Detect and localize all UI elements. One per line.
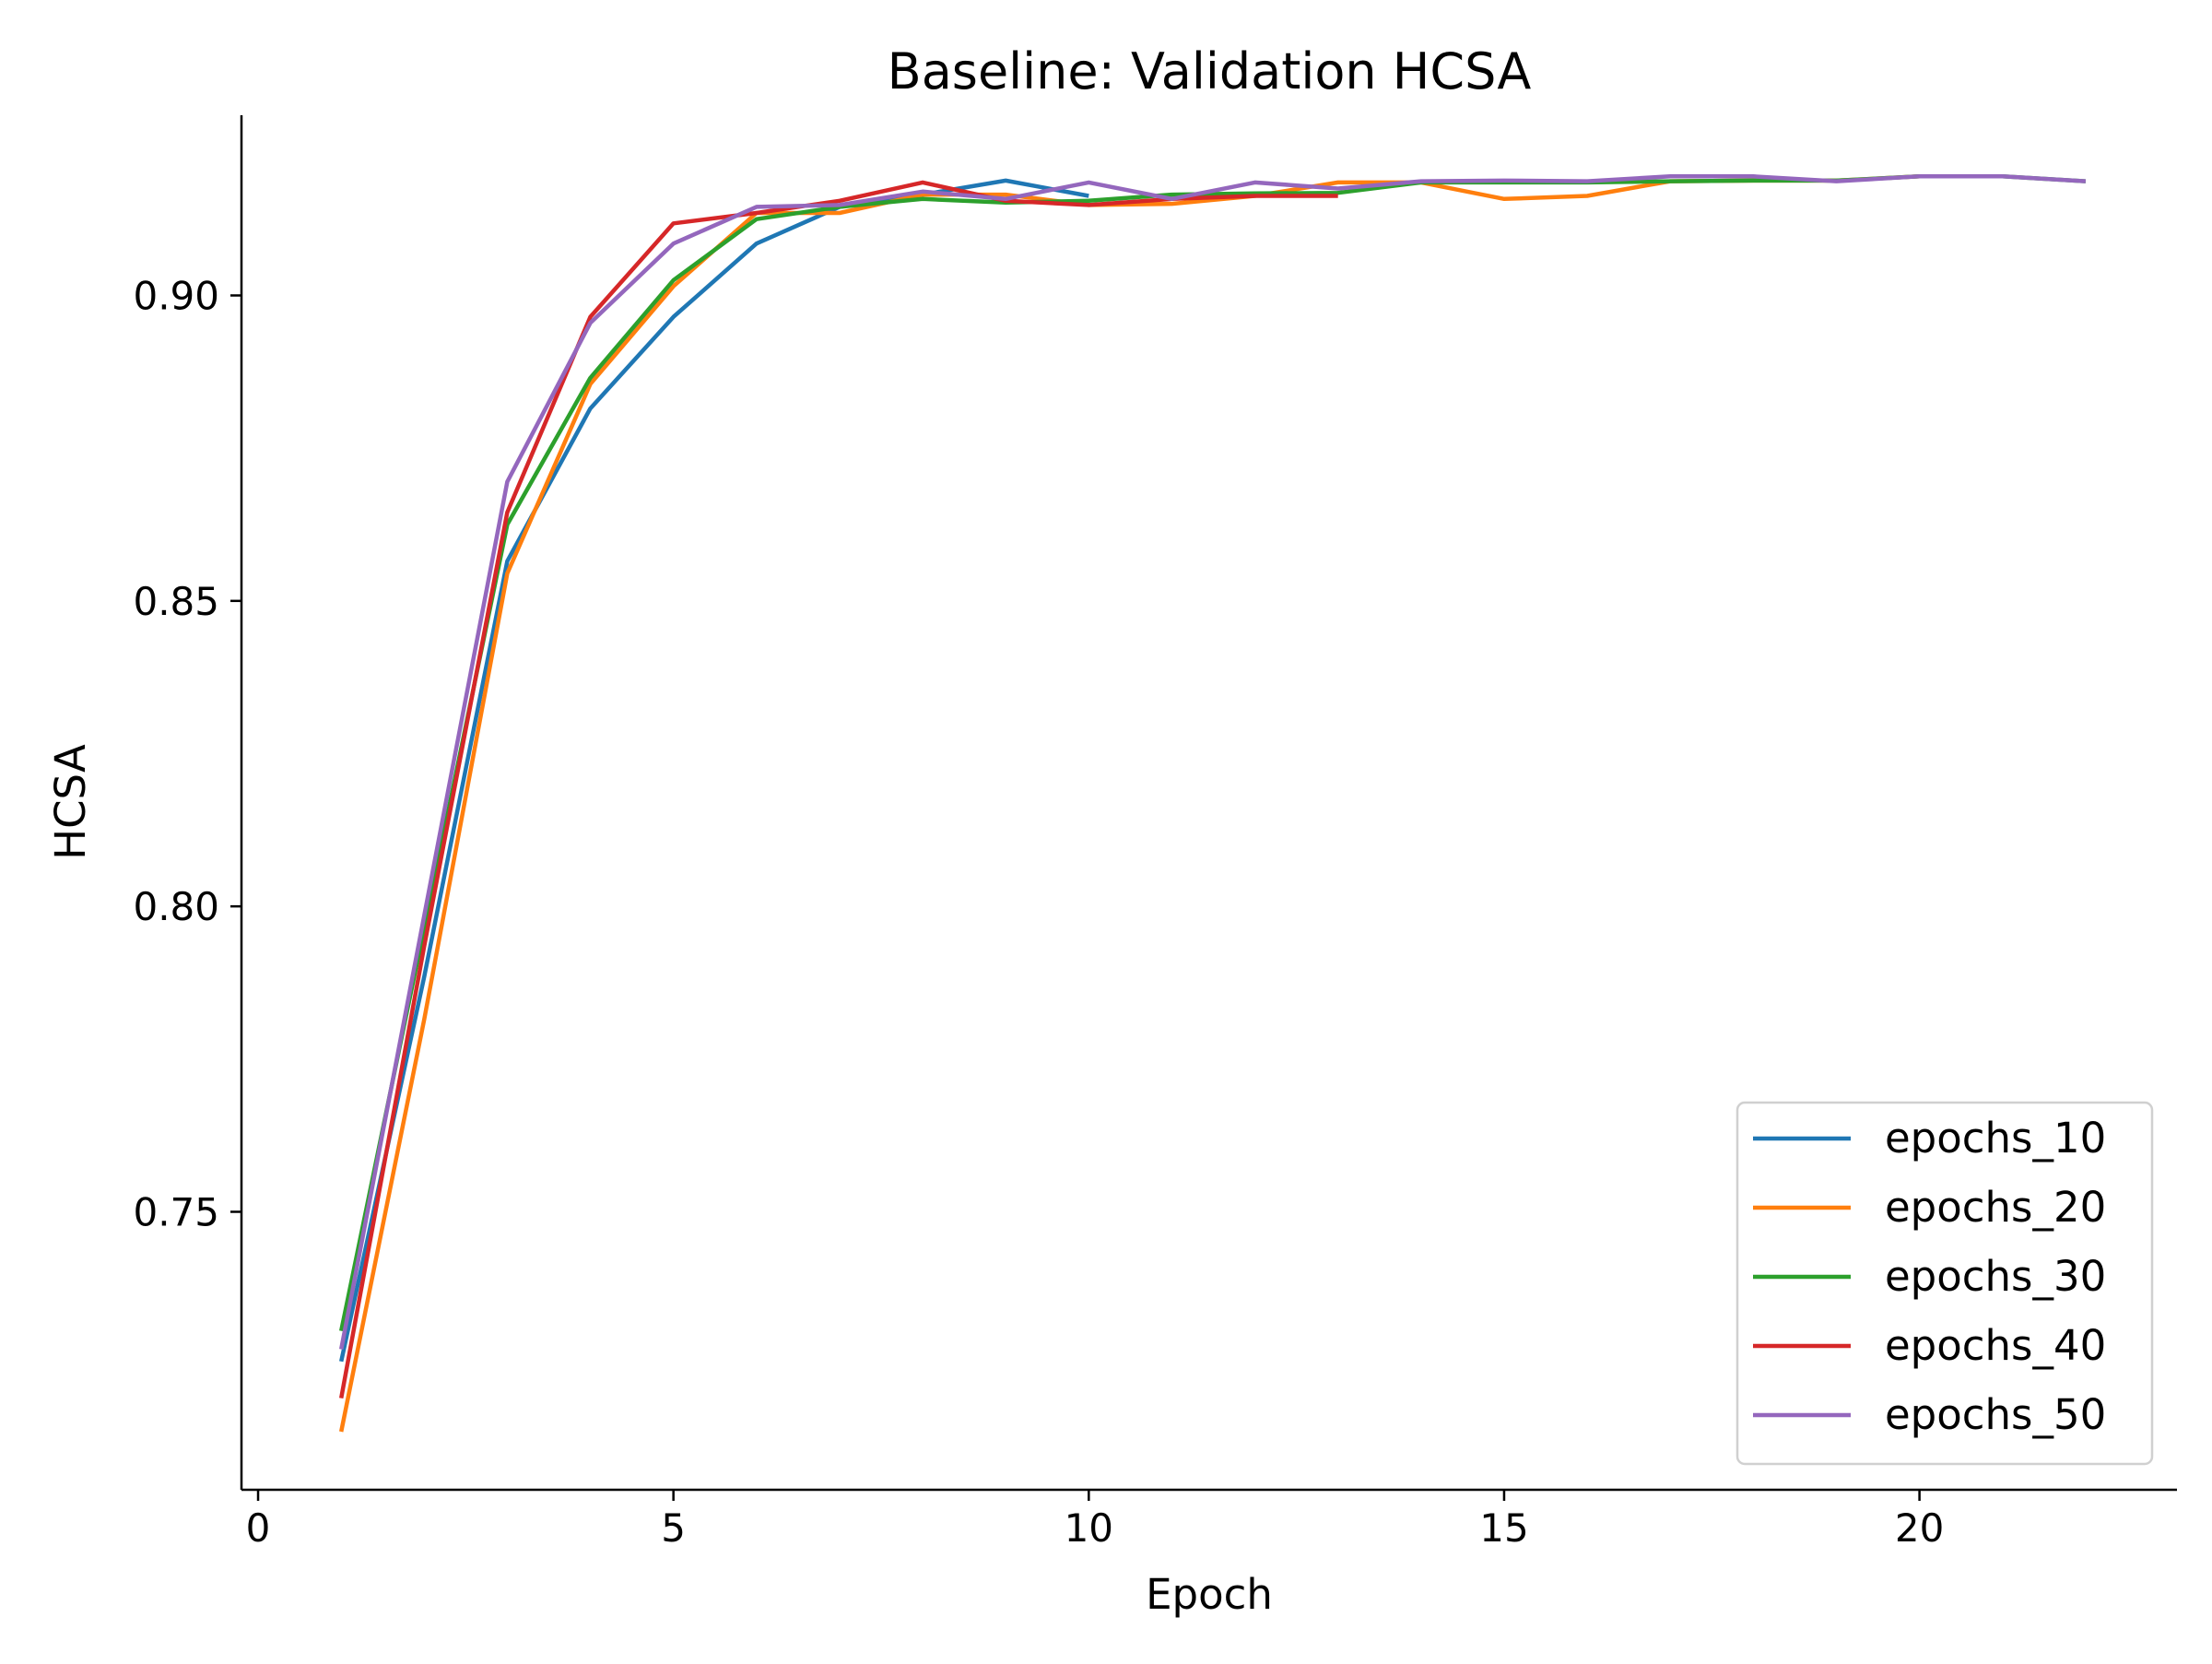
x-tick-label: 20: [1895, 1505, 1944, 1551]
plot-area: 0 5 10 15 20 0.75 0.80 0.85 0.90: [133, 115, 2177, 1551]
legend-items: epochs_10 epochs_20 epochs_30 epochs_40epoc…: [1753, 1114, 2106, 1439]
legend-label-epochs_20: epochs_20: [1885, 1183, 2106, 1232]
y-tick-label: 0.80: [133, 884, 219, 929]
x-tick-label: 0: [246, 1505, 271, 1551]
series-layer: [338, 174, 2087, 1433]
series-line-epochs_40: [338, 180, 1338, 1399]
x-ticks: 0 5 10 15 20: [246, 1490, 1944, 1551]
series-line-epochs_50: [338, 174, 2087, 1351]
x-tick-label: 5: [661, 1505, 686, 1551]
legend-label-epochs_40: epochs_40: [1885, 1321, 2106, 1370]
x-tick-label: 15: [1479, 1505, 1528, 1551]
legend-label-epochs_50: epochs_50: [1885, 1390, 2106, 1439]
series-line-epochs_10: [339, 178, 1089, 1363]
x-tick-label: 10: [1065, 1505, 1113, 1551]
y-axis-label: HCSA: [46, 744, 95, 860]
legend: epochs_10 epochs_20 epochs_30 epochs_40epoc…: [1735, 1101, 2154, 1466]
chart-title: Baseline: Validation HCSA: [888, 42, 1532, 100]
series-line-epochs_20: [338, 174, 1920, 1433]
y-tick-label: 0.90: [133, 273, 219, 318]
legend-label-epochs_30: epochs_30: [1885, 1252, 2106, 1301]
y-ticks: 0.75 0.80 0.85 0.90: [133, 273, 241, 1234]
x-axis-label: Epoch: [1146, 1570, 1273, 1619]
legend-box: [1735, 1101, 2154, 1466]
legend-label-epochs_10: epochs_10: [1885, 1114, 2106, 1162]
y-tick-label: 0.75: [133, 1189, 219, 1234]
y-tick-label: 0.85: [133, 579, 219, 624]
